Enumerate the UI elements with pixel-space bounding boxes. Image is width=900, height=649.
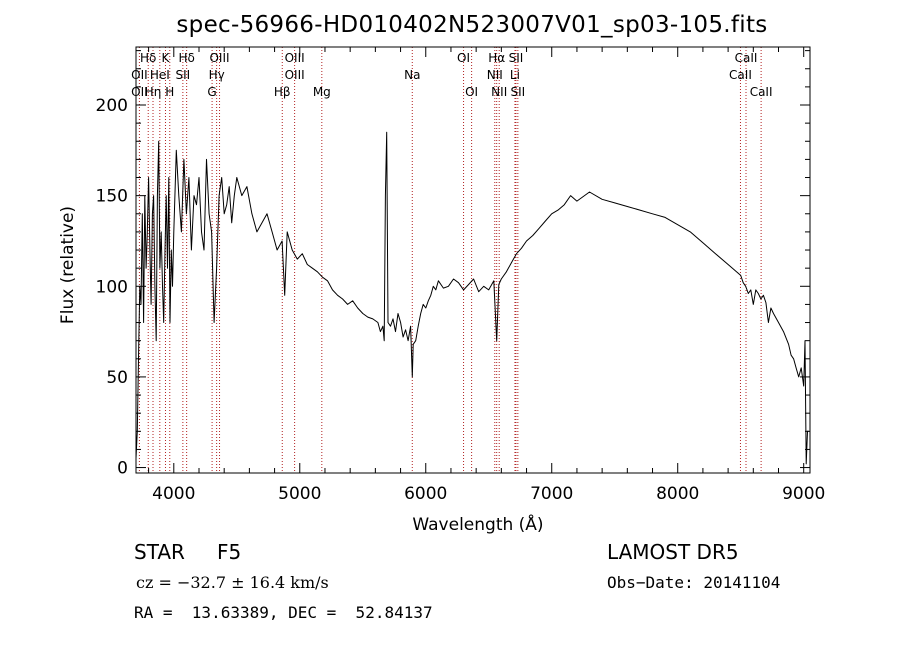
line-label: CaII bbox=[750, 85, 773, 99]
line-label: Hδ bbox=[178, 51, 194, 65]
line-label: G bbox=[207, 85, 216, 99]
chart-title: spec-56966-HD010402N523007V01_sp03-105.f… bbox=[176, 12, 768, 38]
coordinates: RA = 13.63389, DEC = 52.84137 bbox=[134, 603, 433, 622]
line-label: Mg bbox=[313, 85, 331, 99]
line-label: K bbox=[162, 51, 171, 65]
spectrum-line bbox=[135, 131, 809, 465]
line-label: Li bbox=[510, 68, 520, 82]
line-label: OI bbox=[465, 85, 478, 99]
line-label: OI bbox=[457, 51, 470, 65]
plot-frame bbox=[135, 46, 811, 474]
line-label: Hα bbox=[488, 51, 505, 65]
line-label: SII bbox=[176, 68, 191, 82]
y-tick-label: 150 bbox=[96, 187, 128, 207]
line-label: NII bbox=[491, 85, 507, 99]
spectral-subclass: F5 bbox=[217, 540, 242, 564]
x-tick-label: 8000 bbox=[656, 484, 699, 504]
line-label: Hδ bbox=[140, 51, 156, 65]
line-label: CaII bbox=[729, 68, 752, 82]
survey-name: LAMOST DR5 bbox=[607, 540, 739, 564]
x-tick-label: 9000 bbox=[782, 484, 825, 504]
spectrum-series bbox=[135, 131, 809, 465]
emission-line-markers bbox=[138, 47, 762, 473]
line-label: OIII bbox=[285, 68, 305, 82]
line-label: NII bbox=[487, 68, 503, 82]
line-label: OIII bbox=[285, 51, 305, 65]
line-label: H bbox=[165, 85, 174, 99]
line-label: Na bbox=[404, 68, 420, 82]
line-label: OII bbox=[131, 68, 148, 82]
redshift-velocity: cz = −32.7 ± 16.4 km/s bbox=[136, 573, 329, 592]
line-label: OII bbox=[131, 85, 148, 99]
line-label: Hη bbox=[145, 85, 162, 99]
observation-date: Obs−Date: 20141104 bbox=[607, 573, 781, 592]
line-label: HeI bbox=[150, 68, 170, 82]
axes: 4000 5000 6000 7000 8000 9000 0 50 100 150 200 Wave… bbox=[58, 46, 825, 535]
x-axis-label: Wavelength (Å) bbox=[412, 513, 543, 535]
y-tick-label: 0 bbox=[117, 459, 128, 479]
x-tick-label: 4000 bbox=[152, 484, 195, 504]
line-labels: Hδ K Hδ OIII OIII OI Hα SII CaII OII HeI SII Hγ OIII N… bbox=[131, 51, 772, 99]
line-label: OIII bbox=[209, 51, 229, 65]
line-label: SII bbox=[510, 85, 525, 99]
y-tick-label: 100 bbox=[96, 277, 128, 297]
x-tick-label: 5000 bbox=[278, 484, 321, 504]
y-axis-label: Flux (relative) bbox=[58, 206, 78, 324]
x-tick-label: 6000 bbox=[404, 484, 447, 504]
y-tick-label: 200 bbox=[96, 96, 128, 116]
y-tick-label: 50 bbox=[106, 368, 128, 388]
line-label: Hγ bbox=[209, 68, 225, 82]
line-label: Hβ bbox=[274, 85, 291, 99]
line-label: SII bbox=[509, 51, 524, 65]
object-class: STAR bbox=[134, 540, 185, 564]
line-label: CaII bbox=[735, 51, 758, 65]
x-tick-label: 7000 bbox=[530, 484, 573, 504]
